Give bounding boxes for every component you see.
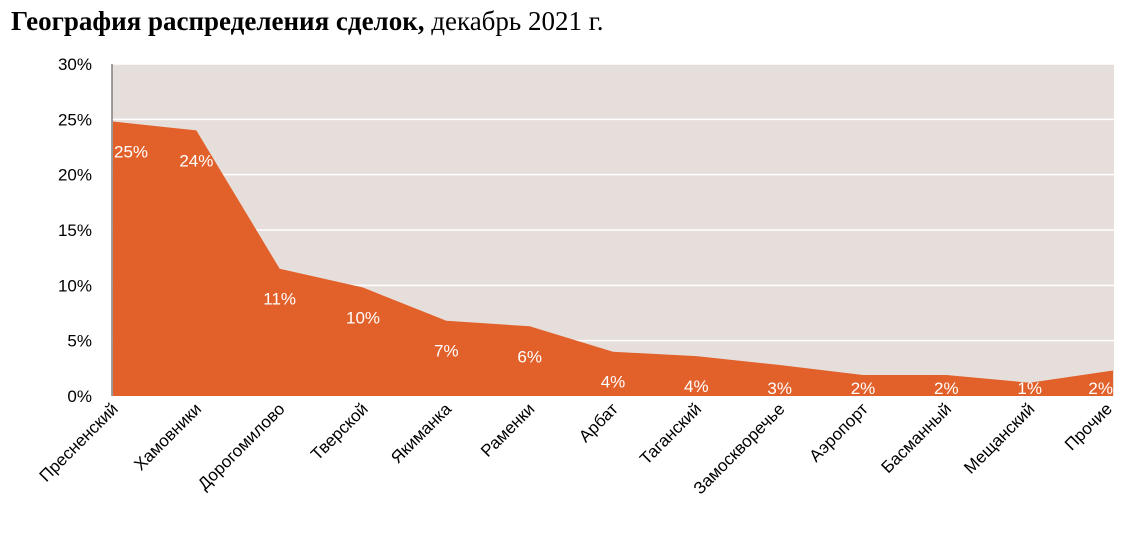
data-label: 2%: [934, 379, 959, 398]
category-label: Тверской: [307, 399, 372, 464]
data-labels: 25% 24% 11% 10% 7% 6% 4% 4% 3% 2% 2% 1% 2%: [114, 143, 1113, 398]
chart-title-bold: География распределения сделок,: [11, 6, 425, 36]
chart-title: География распределения сделок, декабрь …: [11, 6, 604, 37]
category-label: Пресненский: [36, 399, 122, 485]
data-label: 6%: [517, 347, 542, 366]
area-series: [113, 121, 1113, 397]
category-label: Замоскворечье: [690, 399, 789, 498]
data-label: 10%: [346, 309, 380, 328]
category-label: Хамовники: [130, 399, 205, 474]
data-label: 24%: [179, 151, 213, 170]
data-label: 3%: [767, 379, 792, 398]
y-tick-label: 0%: [67, 387, 92, 406]
category-label: Якиманка: [387, 399, 455, 467]
category-label: Дорогомилово: [194, 399, 288, 493]
category-label: Прочие: [1061, 399, 1116, 454]
y-tick-labels: 0% 5% 10% 15% 20% 25% 30%: [58, 55, 92, 406]
y-tick-label: 30%: [58, 55, 92, 74]
y-tick-label: 20%: [58, 166, 92, 185]
y-tick-label: 15%: [58, 221, 92, 240]
y-tick-label: 5%: [67, 332, 92, 351]
category-label: Раменки: [477, 399, 538, 460]
data-label: 7%: [434, 342, 459, 361]
data-label: 11%: [263, 290, 296, 309]
data-label: 4%: [601, 373, 626, 392]
category-label: Басманный: [878, 399, 956, 477]
data-label: 4%: [684, 377, 709, 396]
chart-title-rest: декабрь 2021 г.: [424, 6, 604, 36]
category-label: Мещанский: [960, 399, 1038, 477]
category-label: Аэропорт: [805, 399, 871, 465]
data-label: 25%: [114, 143, 148, 162]
category-label: Таганский: [636, 399, 705, 468]
y-tick-label: 10%: [58, 276, 92, 295]
y-tick-label: 25%: [58, 110, 92, 129]
data-label: 1%: [1017, 379, 1042, 398]
category-label: Арбат: [575, 399, 622, 446]
data-label: 2%: [1088, 379, 1113, 398]
data-label: 2%: [851, 379, 876, 398]
